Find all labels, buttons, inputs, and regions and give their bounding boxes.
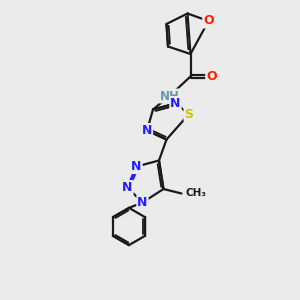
- Text: S: S: [184, 107, 194, 121]
- Text: N: N: [170, 97, 181, 110]
- Text: N: N: [131, 160, 142, 173]
- Text: CH₃: CH₃: [185, 188, 206, 199]
- Text: N: N: [137, 196, 148, 209]
- Text: N: N: [122, 181, 133, 194]
- Text: O: O: [206, 70, 217, 83]
- Text: O: O: [203, 14, 214, 28]
- Text: NH: NH: [160, 89, 179, 103]
- Text: N: N: [142, 124, 152, 137]
